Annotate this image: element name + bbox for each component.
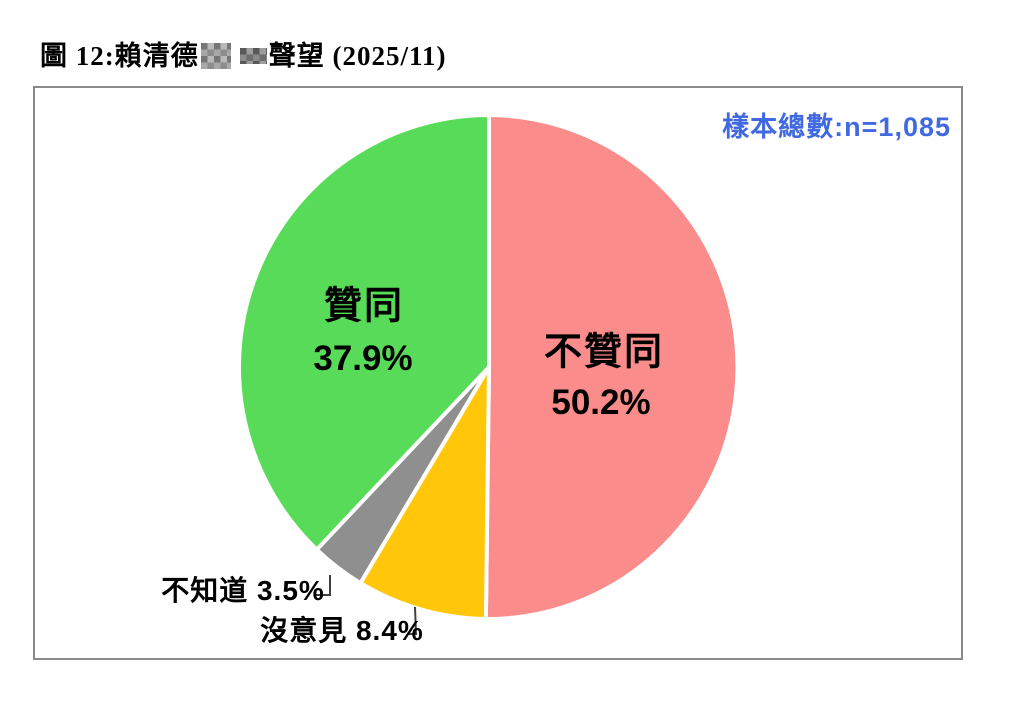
label-dont-know: 不知道 3.5% [161,569,325,609]
pie-slice-1-沒意見 [358,365,491,621]
title-suffix: 聲望 (2025/11) [268,41,447,71]
label-no-opinion-pct: 8.4% [355,615,424,646]
title-prefix: 圖 12:賴清德 [40,41,199,71]
label-approve: 贊同 [323,285,405,328]
label-dont-know-pct: 3.5% [256,575,325,606]
label-no-opinion: 沒意見 8.4% [260,609,424,649]
leader-line-no-opinion [409,606,418,635]
label-no-opinion-text: 沒意見 [260,615,348,646]
redacted-block-1 [200,42,231,69]
chart-panel: 樣本總數:n=1,085 贊同 37.9% 不贊同 50.2% 不知道 3.5%… [33,86,963,660]
sample-size-note: 樣本總數:n=1,085 [722,112,951,142]
leader-line-dont-know [314,575,331,596]
label-approve-pct: 37.9% [313,339,413,378]
pie-chart-svg [237,113,740,635]
redacted-block-2 [239,47,267,64]
pie-slice-3-贊同 [237,113,491,552]
label-disapprove: 不贊同 [543,331,665,374]
pie-slice-0-不贊同 [483,113,740,622]
page-title: 圖 12:賴清德 聲望 (2025/11) [40,34,447,73]
label-dont-know-text: 不知道 [161,575,249,606]
label-disapprove-pct: 50.2% [551,383,651,422]
pie-group [237,113,740,622]
